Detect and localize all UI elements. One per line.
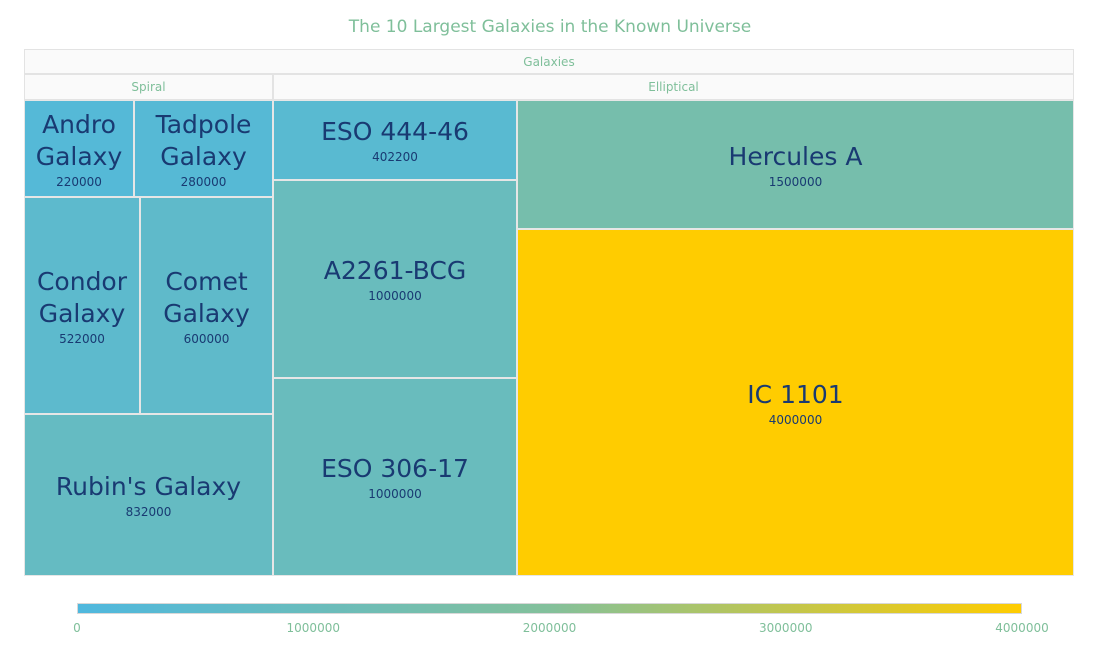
tile-label: Condor <box>36 266 128 296</box>
tile-hercules-a[interactable]: Hercules A 1500000 <box>517 100 1074 229</box>
color-scale-tick-label: 3000000 <box>759 621 813 635</box>
tile-value: 4000000 <box>768 412 823 427</box>
chart-title: The 10 Largest Galaxies in the Known Uni… <box>348 17 752 37</box>
tile-value: 1500000 <box>768 174 823 189</box>
tile-label: Hercules A <box>728 141 863 171</box>
tile-eso-444-46[interactable]: ESO 444-46 402200 <box>273 100 517 180</box>
tile-value: 522000 <box>59 331 105 346</box>
tile-value: 220000 <box>56 174 102 189</box>
tile-label: IC 1101 <box>747 379 844 409</box>
tile-comet-galaxy[interactable]: Comet Galaxy 600000 <box>140 197 273 414</box>
color-scale-tick-label: 1000000 <box>286 621 340 635</box>
tile-label: Galaxy <box>160 141 247 171</box>
tile-label: Comet <box>165 266 248 296</box>
tile-eso-306-17[interactable]: ESO 306-17 1000000 <box>273 378 517 576</box>
tile-label: A2261-BCG <box>323 256 467 285</box>
tile-value: 1000000 <box>368 289 422 303</box>
tile-label: Galaxy <box>35 141 123 171</box>
tile-value: 600000 <box>183 331 230 346</box>
tile-label: Andro <box>42 109 116 139</box>
tile-rubin-s-galaxy[interactable]: Rubin's Galaxy 832000 <box>24 414 273 576</box>
tile-label: Galaxy <box>38 298 126 328</box>
color-scale-tick-label: 4000000 <box>995 621 1049 635</box>
tile-value: 1000000 <box>368 487 422 501</box>
tile-a2261-bcg[interactable]: A2261-BCG 1000000 <box>273 180 517 378</box>
tile-value: 832000 <box>125 505 172 519</box>
tile-ic-1101[interactable]: IC 1101 4000000 <box>517 229 1074 576</box>
color-scale-tick-label: 2000000 <box>522 621 577 635</box>
tile-label: Rubin's Galaxy <box>55 472 242 501</box>
tile-tadpole-galaxy[interactable]: Tadpole Galaxy 280000 <box>134 100 273 197</box>
tile-label: ESO 306-17 <box>321 454 469 483</box>
color-scale-tick-label: 0 <box>73 621 81 635</box>
tile-label: ESO 444-46 <box>321 117 469 146</box>
tile-condor-galaxy[interactable]: Condor Galaxy 522000 <box>24 197 140 414</box>
tile-value: 402200 <box>372 150 418 164</box>
tile-label: Tadpole <box>155 109 252 139</box>
tile-label: Galaxy <box>163 298 250 328</box>
tile-andro-galaxy[interactable]: Andro Galaxy 220000 <box>24 100 134 197</box>
group-header-spiral: Spiral <box>24 74 273 100</box>
root-header: Galaxies <box>24 49 1074 74</box>
group-header-elliptical: Elliptical <box>273 74 1074 100</box>
tile-value: 280000 <box>180 174 227 189</box>
color-scale-bar <box>77 603 1022 614</box>
